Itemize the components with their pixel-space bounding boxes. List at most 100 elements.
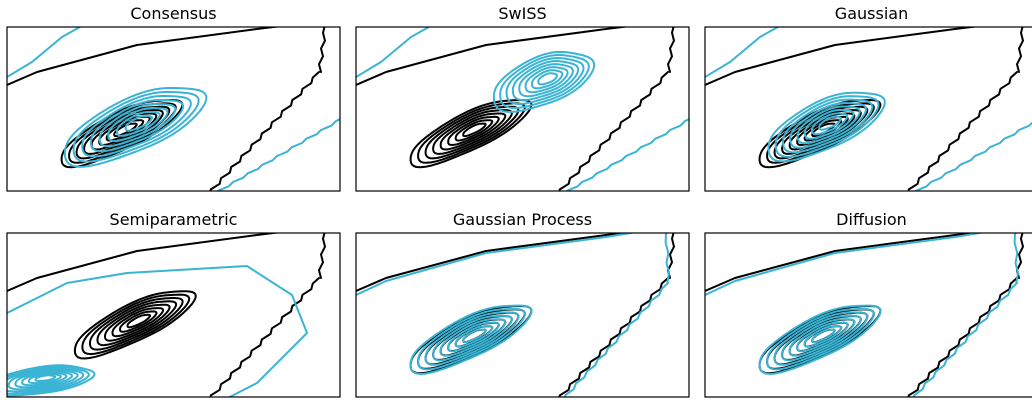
panel-frame	[6, 26, 341, 192]
reference-contour-level-6	[111, 307, 164, 338]
reference-contour-level-3	[75, 105, 171, 160]
reference-contour-level-5	[104, 303, 171, 342]
reference-outer-contour-lower	[907, 27, 1024, 191]
reference-outer-contour-lower	[209, 27, 326, 191]
method-outer-contour-lower	[563, 233, 671, 397]
method-contour-level-3	[7, 367, 85, 393]
reference-contour-level-1	[73, 290, 197, 360]
method-contour-level-3	[773, 311, 869, 366]
method-contour-level-4	[511, 60, 580, 102]
method-contour-level-6	[21, 371, 68, 387]
method-contour-level-5	[98, 103, 177, 148]
method-contour-level-6	[803, 108, 855, 140]
method-contour-level-1	[7, 364, 96, 397]
panel-title: Diffusion	[836, 210, 907, 229]
method-outer-contour-lower	[912, 233, 1020, 397]
method-contour-level-1	[63, 87, 208, 168]
reference-contour-level-8	[126, 313, 151, 329]
reference-contour-level-7	[454, 119, 494, 142]
panel-title: Semiparametric	[110, 210, 238, 229]
panel-plot-area	[705, 27, 1032, 191]
reference-contour-level-3	[424, 105, 520, 160]
reference-contour-level-2	[81, 293, 191, 356]
method-outer-contour-upper	[356, 233, 637, 296]
reference-contour-level-4	[96, 300, 178, 347]
method-contour-level-2	[499, 53, 590, 109]
method-contour-level-2	[72, 91, 200, 163]
reference-outer-contour-lower	[209, 233, 326, 397]
contour-panel-5: Diffusion	[704, 210, 1032, 398]
reference-contour-level-4	[781, 109, 862, 155]
reference-outer-contour-upper	[7, 27, 282, 86]
method-contour-level-5	[439, 318, 507, 357]
reference-contour-level-1	[409, 99, 533, 169]
contour-panel-0: Consensus	[6, 4, 341, 192]
method-outer-contour-upper	[356, 27, 431, 78]
method-outer-contour-upper	[705, 27, 780, 78]
method-contour-level-2	[417, 308, 526, 371]
method-contour-level-8	[462, 328, 487, 344]
method-contour-level-4	[781, 314, 862, 362]
method-contour-level-4	[7, 368, 79, 391]
method-contour-level-3	[424, 311, 520, 366]
panel-title: Gaussian	[835, 4, 908, 23]
reference-outer-contour-upper	[356, 233, 631, 292]
reference-contour-level-6	[447, 115, 500, 146]
reference-outer-contour-upper	[356, 27, 631, 86]
method-contour-level-8	[818, 115, 842, 131]
method-contour-level-8	[537, 72, 558, 86]
contour-panel-3: Semiparametric	[6, 210, 341, 398]
reference-contour-level-8	[462, 122, 487, 138]
method-contour-level-8	[34, 374, 57, 382]
method-contour-level-7	[803, 325, 843, 348]
method-contour-level-7	[531, 69, 564, 90]
method-contour-level-7	[27, 372, 62, 385]
method-contour-level-5	[518, 63, 574, 98]
method-contour-level-6	[524, 66, 569, 94]
reference-outer-contour-upper	[7, 233, 282, 292]
method-contour-level-6	[796, 321, 849, 353]
panel-frame	[704, 232, 1032, 398]
method-contour-level-3	[505, 57, 585, 105]
method-contour-level-6	[447, 321, 500, 353]
method-outer-contour	[7, 265, 308, 397]
panel-plot-area	[7, 27, 340, 191]
contour-panel-1: SwISS	[355, 4, 690, 192]
method-contour-level-4	[432, 314, 513, 362]
reference-outer-contour-lower	[558, 27, 675, 191]
method-contour-level-1	[767, 91, 886, 163]
reference-contour-level-5	[439, 112, 507, 151]
reference-outer-contour-lower	[907, 233, 1024, 397]
method-outer-contour-lower	[565, 117, 689, 191]
method-contour-level-7	[811, 112, 849, 136]
reference-contour-level-2	[417, 102, 526, 164]
contour-panel-4: Gaussian Process	[355, 210, 690, 398]
panel-frame	[355, 26, 690, 192]
method-outer-contour-upper	[7, 27, 82, 78]
method-contour-level-6	[107, 107, 169, 142]
reference-contour-level-3	[89, 297, 184, 351]
panel-plot-area	[705, 233, 1024, 397]
panel-plot-area	[356, 27, 689, 191]
method-contour-level-7	[454, 325, 494, 348]
method-contour-level-8	[811, 328, 836, 344]
method-outer-contour-lower	[914, 121, 1032, 191]
contour-panel-2: Gaussian	[704, 4, 1032, 192]
method-contour-level-5	[788, 318, 856, 357]
reference-outer-contour-lower	[558, 233, 675, 397]
method-contour-level-2	[774, 95, 880, 158]
method-contour-level-5	[796, 105, 861, 145]
reference-contour-level-7	[119, 310, 158, 333]
reference-contour-level-4	[432, 109, 513, 155]
reference-outer-contour-upper	[705, 27, 980, 86]
method-contour-level-1	[409, 304, 533, 375]
method-outer-contour-upper	[705, 233, 986, 296]
method-contour-level-5	[14, 370, 74, 389]
method-contour-level-3	[81, 95, 192, 158]
panel-title: SwISS	[498, 4, 546, 23]
method-contour-level-7	[116, 111, 161, 137]
method-contour-level-8	[124, 115, 153, 132]
method-contour-level-2	[766, 308, 875, 371]
